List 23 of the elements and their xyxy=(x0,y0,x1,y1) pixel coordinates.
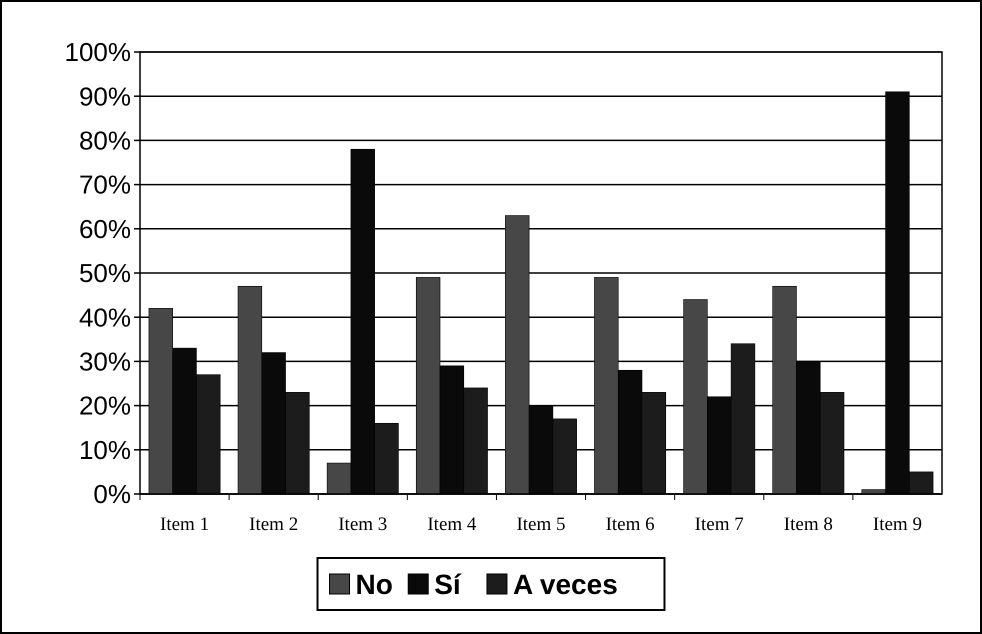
legend-label: Sí xyxy=(434,568,462,600)
x-tick-label: Item 7 xyxy=(694,514,744,535)
y-tick-label: 10% xyxy=(78,434,131,465)
y-tick-label: 30% xyxy=(78,346,131,376)
x-tick-label: Item 1 xyxy=(160,514,210,535)
y-tick-label: 50% xyxy=(78,258,131,288)
legend-label: No xyxy=(356,568,393,600)
y-tick-label: 40% xyxy=(78,302,131,332)
y-tick-label: 70% xyxy=(78,170,131,200)
y-tick-label: 20% xyxy=(78,390,131,421)
y-tick-label: 80% xyxy=(78,126,131,156)
x-tick-label: Item 9 xyxy=(872,514,922,535)
x-tick-label: Item 3 xyxy=(338,514,388,535)
y-tick-label: 90% xyxy=(78,81,131,112)
legend-label: A veces xyxy=(512,568,618,600)
x-tick-label: Item 8 xyxy=(784,514,833,535)
y-tick-label: 60% xyxy=(78,214,131,244)
x-tick-label: Item 2 xyxy=(249,514,298,535)
y-tick-label: 0% xyxy=(93,479,131,510)
y-tick-label: 100% xyxy=(64,37,131,68)
x-tick-label: Item 5 xyxy=(516,514,566,535)
x-tick-label: Item 4 xyxy=(427,514,477,535)
x-tick-label: Item 6 xyxy=(606,514,655,535)
